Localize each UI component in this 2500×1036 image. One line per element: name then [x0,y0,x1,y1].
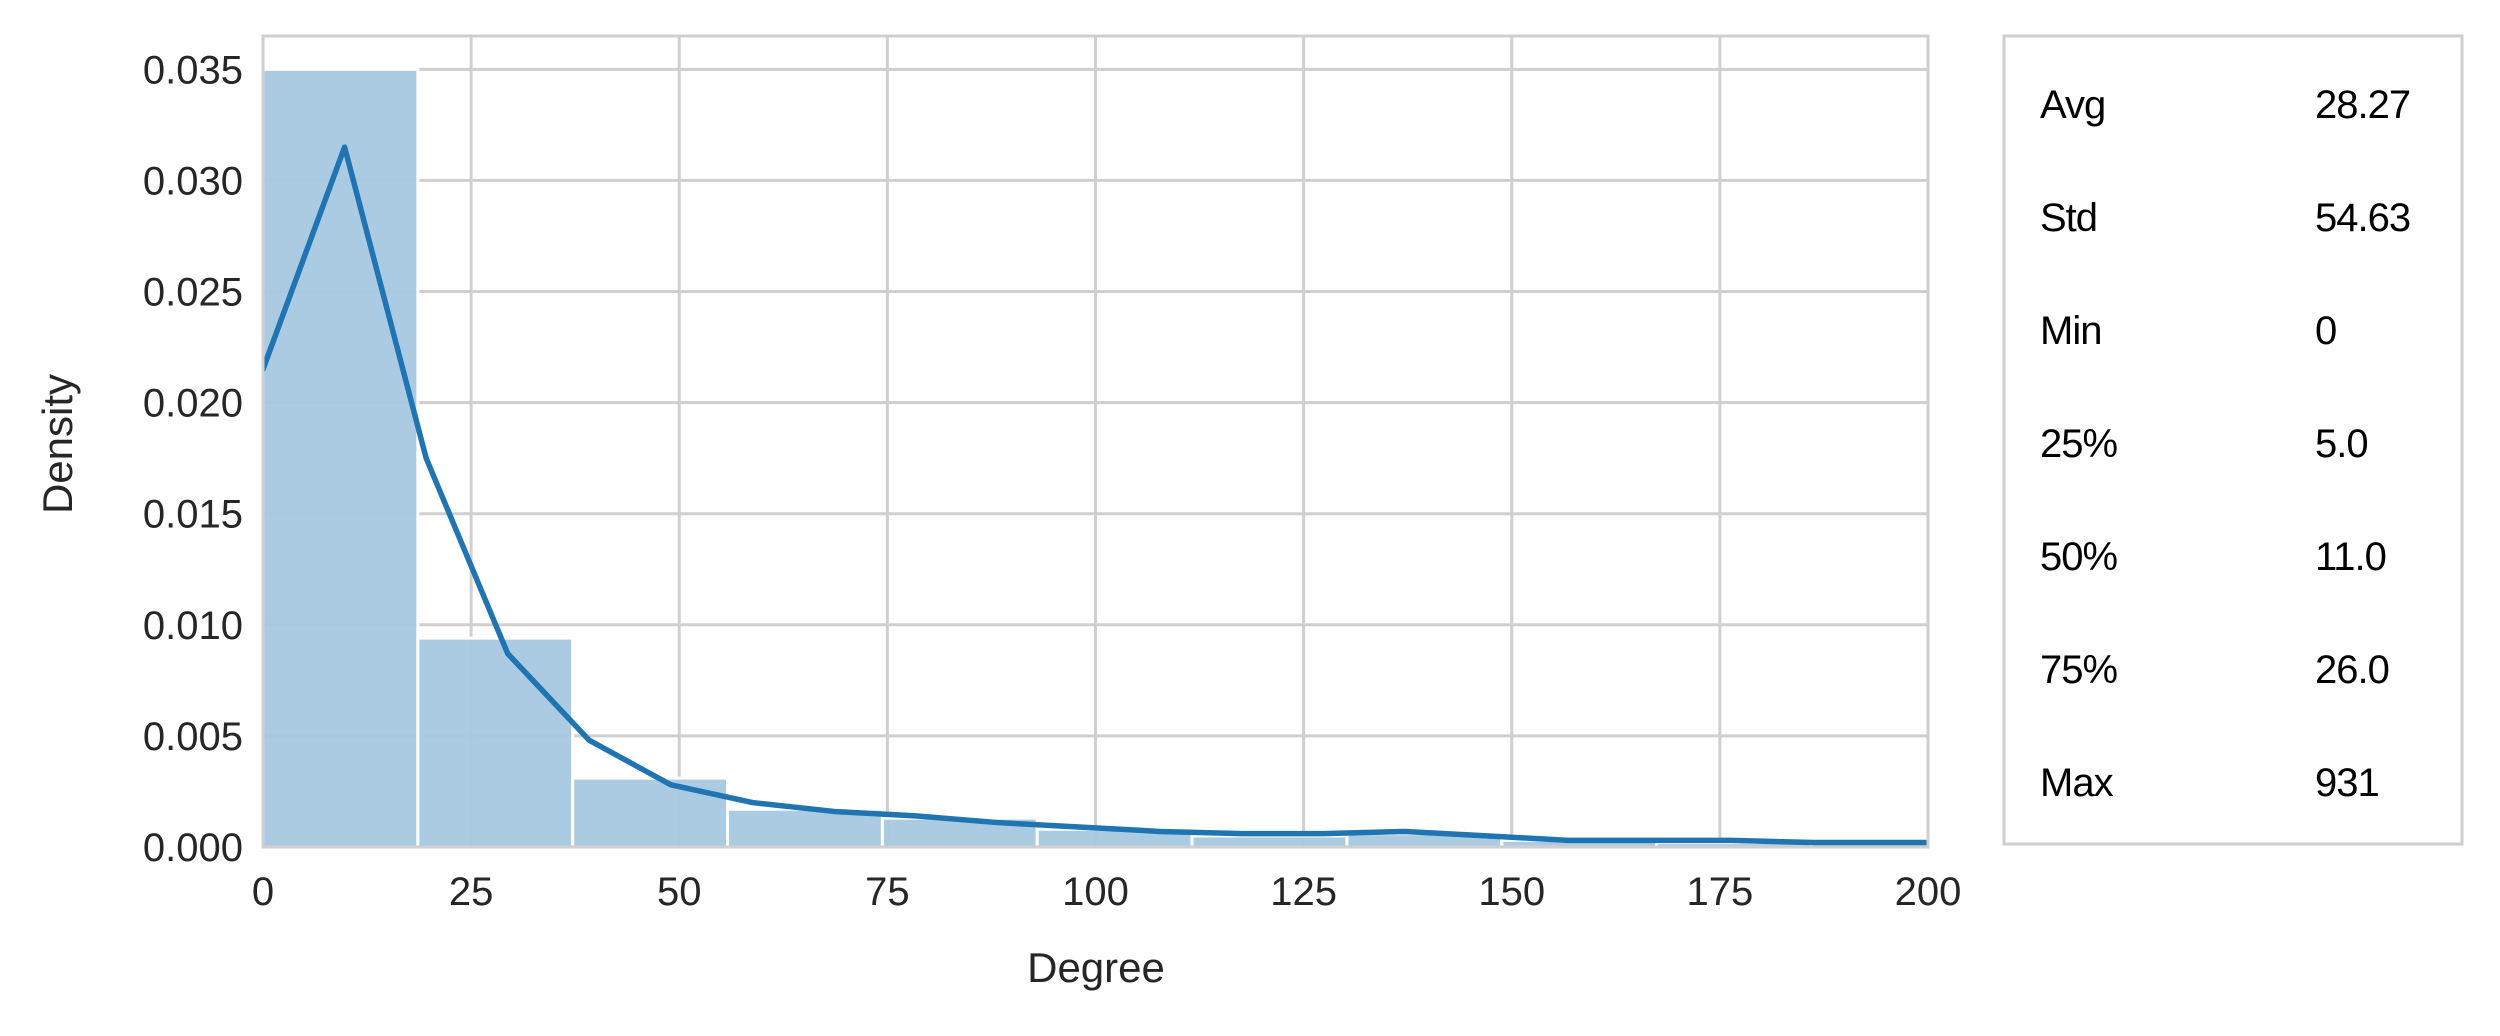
x-tick-label: 200 [1895,870,1962,914]
x-tick-label: 25 [449,870,494,914]
stats-value: 54.63 [2315,196,2410,240]
y-tick-label: 0.020 [143,382,243,426]
stats-table-frame [2002,34,2464,846]
y-tick-label: 0.030 [143,159,243,203]
stats-table: Avg 28.27 Std 54.63 Min 0 25% 5.0 50% 11.0 75% 26.0… [2002,34,2464,846]
stats-value: 11.0 [2315,535,2386,579]
x-tick-label: 125 [1270,870,1337,914]
histogram-bar [571,776,730,847]
y-tick-label: 0.025 [143,271,243,315]
kde-curve-layer [263,144,1928,846]
stats-value: 26.0 [2315,648,2389,692]
stats-value: 931 [2315,761,2379,805]
x-tick-labels: 0 25 50 75 100 125 150 175 200 [252,870,1962,914]
histogram-bar [1190,834,1349,847]
histogram-bars [263,67,1928,847]
plot-frame [261,34,1930,849]
y-tick-label: 0.005 [143,715,243,759]
stats-label: 75% [2040,648,2117,692]
stats-table-rows: Avg 28.27 Std 54.63 Min 0 25% 5.0 50% 11.0 75% 26.0… [2040,83,2411,805]
y-tick-label: 0.015 [143,493,243,537]
stats-label: Max [2040,761,2114,805]
stats-label: Min [2040,309,2101,353]
stats-label: 25% [2040,422,2117,466]
y-tick-label: 0.035 [143,48,243,92]
x-tick-label: 50 [657,870,702,914]
x-tick-label: 75 [865,870,910,914]
stats-label: 50% [2040,535,2117,579]
stats-value: 0 [2315,309,2336,353]
kde-line [263,144,1928,846]
y-tick-label: 0.000 [143,826,243,870]
stats-label: Avg [2040,83,2105,127]
histogram-bar [263,67,420,847]
y-tick-labels: 0.000 0.005 0.010 0.015 0.020 0.025 0.030 0.035 [143,48,243,870]
x-axis-label: Degree [1027,944,1165,991]
x-tick-label: 0 [252,870,274,914]
stats-label: Std [2040,196,2097,240]
x-tick-label: 175 [1687,870,1754,914]
y-tick-label: 0.010 [143,604,243,648]
stats-value: 28.27 [2315,83,2410,127]
y-axis-label: Density [34,374,81,514]
x-tick-label: 150 [1478,870,1545,914]
x-tick-label: 100 [1062,870,1129,914]
histogram-bar [416,636,575,847]
stats-value: 5.0 [2315,422,2368,466]
